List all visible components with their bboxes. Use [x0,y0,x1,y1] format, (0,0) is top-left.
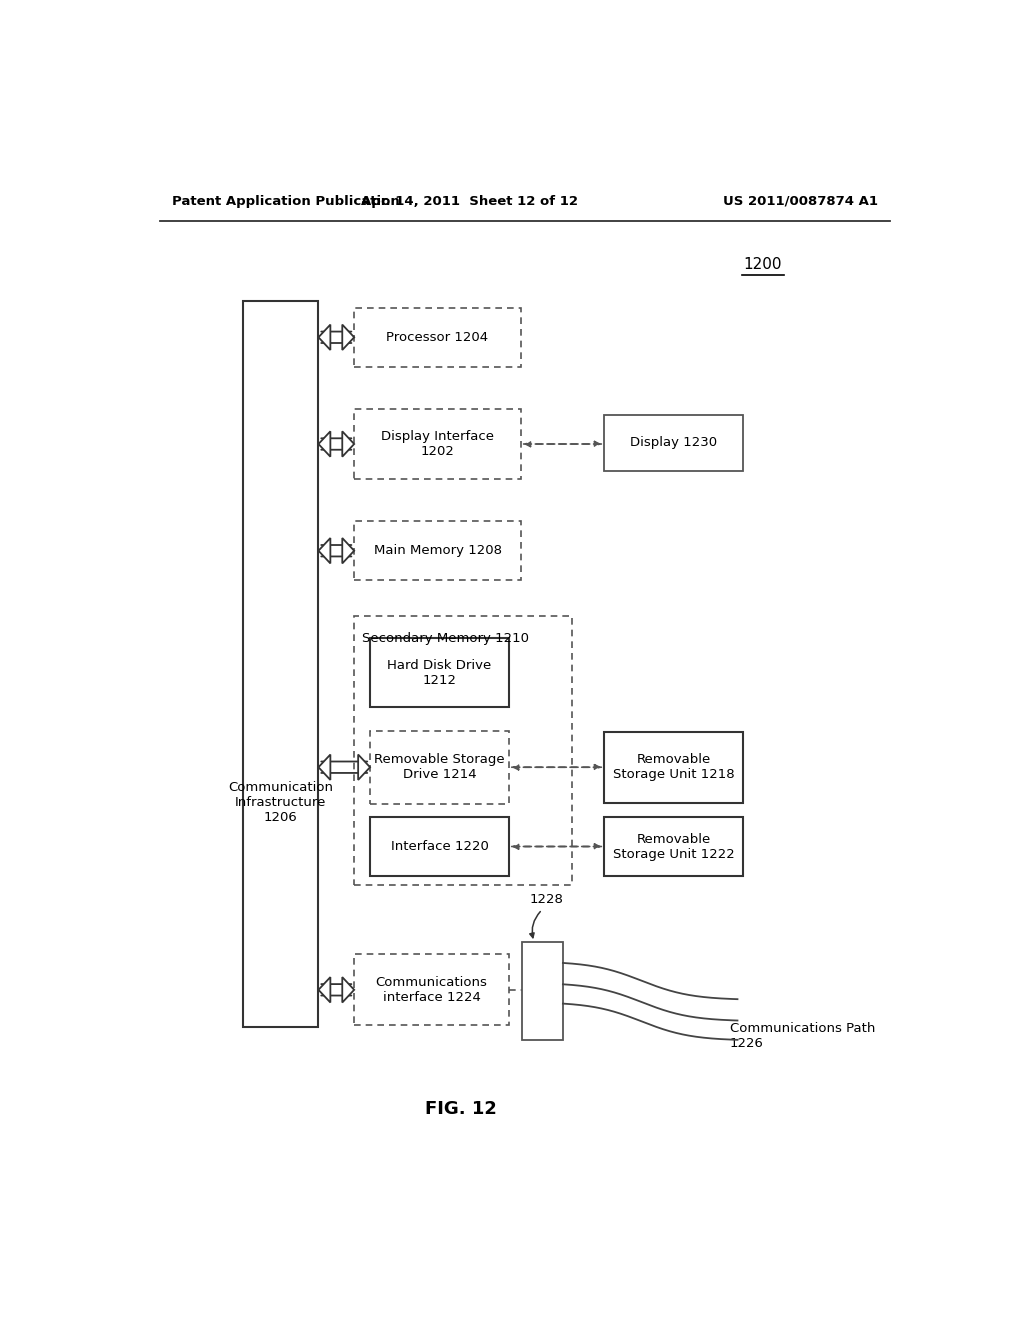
Text: 1200: 1200 [743,257,782,272]
Text: Display Interface
1202: Display Interface 1202 [381,430,494,458]
Polygon shape [318,539,331,564]
Bar [354,409,521,479]
Text: Removable
Storage Unit 1222: Removable Storage Unit 1222 [612,833,734,861]
Text: Secondary Memory 1210: Secondary Memory 1210 [362,632,529,645]
Polygon shape [318,325,331,350]
Polygon shape [358,755,370,780]
Bar [243,301,318,1027]
Text: Communications
interface 1224: Communications interface 1224 [376,975,487,1003]
Text: Removable Storage
Drive 1214: Removable Storage Drive 1214 [374,754,505,781]
Bar [604,731,743,803]
Bar [370,638,509,708]
Text: Hard Disk Drive
1212: Hard Disk Drive 1212 [387,659,492,686]
Text: Display 1230: Display 1230 [630,437,717,450]
Text: FIG. 12: FIG. 12 [425,1100,498,1118]
Bar [604,414,743,471]
Text: Patent Application Publication: Patent Application Publication [172,194,399,207]
Text: Apr. 14, 2011  Sheet 12 of 12: Apr. 14, 2011 Sheet 12 of 12 [360,194,578,207]
Polygon shape [342,539,354,564]
Polygon shape [342,977,354,1002]
Bar [354,308,521,367]
Text: Communications Path
1226: Communications Path 1226 [729,1022,874,1049]
Text: Interface 1220: Interface 1220 [390,840,488,853]
Text: US 2011/0087874 A1: US 2011/0087874 A1 [723,194,878,207]
Polygon shape [318,432,331,457]
Bar [604,817,743,876]
Polygon shape [342,432,354,457]
Bar [354,615,572,886]
Bar [370,817,509,876]
Polygon shape [342,325,354,350]
Text: Processor 1204: Processor 1204 [386,331,488,343]
Bar [521,942,563,1040]
Bar [354,521,521,581]
Polygon shape [318,977,331,1002]
Text: 1228: 1228 [529,894,563,907]
Text: Communication
Infrastructure
1206: Communication Infrastructure 1206 [228,780,333,824]
Bar [354,954,509,1026]
Text: Main Memory 1208: Main Memory 1208 [374,544,502,557]
Text: Removable
Storage Unit 1218: Removable Storage Unit 1218 [612,754,734,781]
Bar [370,731,509,804]
Polygon shape [318,755,331,780]
